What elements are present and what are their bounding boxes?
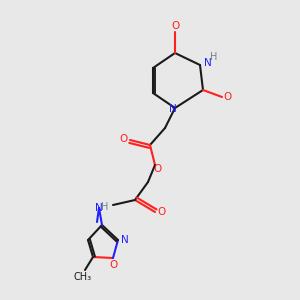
Text: H: H [100,202,108,212]
Text: O: O [109,260,117,270]
Text: N: N [204,58,212,68]
Text: O: O [119,134,127,144]
Text: N: N [95,203,103,213]
Text: N: N [169,104,177,114]
Text: O: O [223,92,231,102]
Text: O: O [157,207,165,217]
Text: O: O [153,164,161,174]
Text: H: H [210,52,218,62]
Text: CH₃: CH₃ [74,272,92,282]
Text: O: O [171,21,179,31]
Text: N: N [121,235,129,245]
